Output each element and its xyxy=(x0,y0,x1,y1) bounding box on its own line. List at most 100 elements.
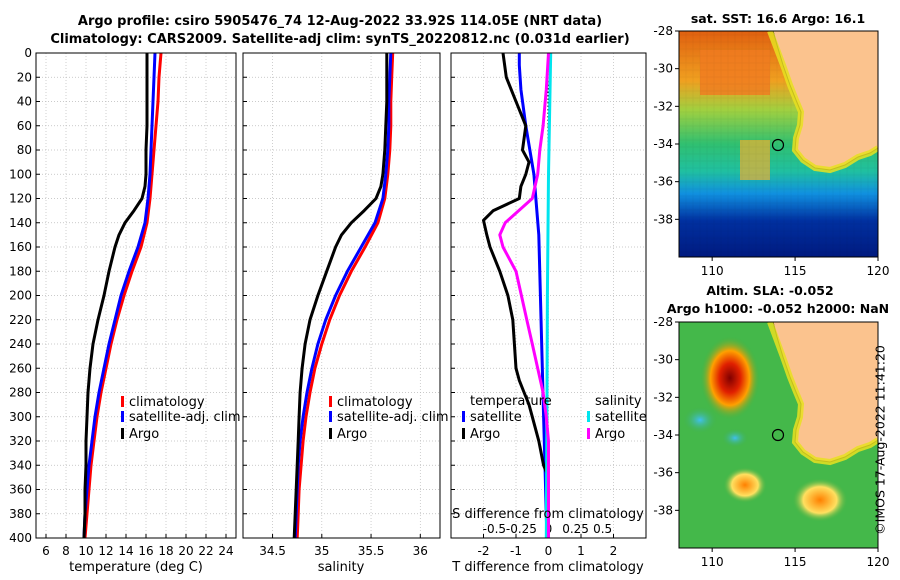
legend-label-satellite: satellite-adj. clim xyxy=(337,410,449,425)
series-line-salinity-satellite xyxy=(544,52,553,539)
y-tick-label: 220 xyxy=(9,313,32,327)
map-y-tick-label: -28 xyxy=(653,24,673,38)
x-tick-label: 35 xyxy=(314,544,329,558)
x-tick-label: 22 xyxy=(198,544,213,558)
series-line-argo xyxy=(82,53,149,539)
map-x-tick-label: 120 xyxy=(867,555,890,569)
temperature-axes-frame xyxy=(35,52,237,539)
legend-label-argo: Argo xyxy=(129,427,159,442)
series-line-argo xyxy=(292,53,389,539)
y-tick-label: 120 xyxy=(9,192,32,206)
temperature-legend: climatology satellite-adj. clim Argo xyxy=(121,395,241,442)
s-tick-label: 0.25 xyxy=(562,522,589,536)
map-y-tick-label: -30 xyxy=(653,353,673,367)
sla-map-ticks: 110 115 120 -28 -30 -32 -34 -36 -38 xyxy=(653,315,889,569)
y-tick-label: 340 xyxy=(9,458,32,472)
y-tick-label: 40 xyxy=(17,95,32,109)
temperature-xlabel: temperature (deg C) xyxy=(69,560,203,575)
legend-label-satellite: satellite-adj. clim xyxy=(129,410,241,425)
temperature-series xyxy=(82,52,163,539)
sla-warm-eddy xyxy=(700,336,760,420)
x-tick-label: 2 xyxy=(610,544,618,558)
series-line-salinity-argo xyxy=(498,52,550,538)
y-tick-label: 320 xyxy=(9,434,32,448)
legend-label-s-satellite: satellite xyxy=(595,410,647,425)
legend-swatch-argo xyxy=(329,428,332,439)
chart-title-line2: Climatology: CARS2009. Satellite-adj cli… xyxy=(50,32,630,47)
x-tick-label: 36 xyxy=(413,544,428,558)
difference-top-label: S difference from climatology xyxy=(452,507,644,522)
map-y-tick-label: -38 xyxy=(653,212,673,226)
sst-coastal-band xyxy=(767,31,878,174)
salinity-axes-frame xyxy=(242,52,441,539)
x-tick-label: 35.5 xyxy=(358,544,385,558)
legend-label-t-satellite: satellite xyxy=(470,410,522,425)
salinity-panel: 34.5 35 35.5 36 salinity climatology satell… xyxy=(242,52,449,575)
map-x-tick-label: 115 xyxy=(784,555,807,569)
series-line-climatology xyxy=(83,52,163,539)
x-tick-label: 8 xyxy=(62,544,70,558)
legend-label-s-argo: Argo xyxy=(595,427,625,442)
x-tick-label: 6 xyxy=(42,544,50,558)
difference-series xyxy=(482,52,553,539)
y-tick-label: 0 xyxy=(24,46,32,60)
map-y-tick-label: -36 xyxy=(653,466,673,480)
map-y-tick-label: -38 xyxy=(653,503,673,517)
temperature-grid xyxy=(36,52,236,539)
y-tick-label: 160 xyxy=(9,240,32,254)
legend-label-t-argo: Argo xyxy=(470,427,500,442)
sla-map-title-line2: Argo h1000: -0.052 h2000: NaN xyxy=(667,301,889,316)
sla-cool-eddy xyxy=(721,428,749,448)
y-tick-label: 20 xyxy=(17,70,32,84)
sla-warm-eddy xyxy=(792,478,848,522)
series-line-satellite-adj-clim xyxy=(82,52,157,539)
temperature-ticks: 0 20 40 60 80 100 120 140 160 180 200 220 240 260 280 3… xyxy=(9,46,234,558)
sla-map-title-line1: Altim. SLA: -0.052 xyxy=(706,283,833,298)
salinity-grid xyxy=(243,52,440,539)
map-x-tick-label: 110 xyxy=(701,264,724,278)
legend-swatch-climatology xyxy=(121,396,124,407)
legend-swatch-t-argo xyxy=(462,428,465,439)
salinity-xlabel: salinity xyxy=(318,560,365,575)
y-tick-label: 100 xyxy=(9,167,32,181)
y-tick-label: 240 xyxy=(9,337,32,351)
series-line-temperature-argo xyxy=(482,52,550,538)
y-tick-label: 200 xyxy=(9,289,32,303)
salinity-ticks: 34.5 35 35.5 36 xyxy=(243,52,428,558)
legend-swatch-satellite xyxy=(329,411,332,422)
map-y-tick-label: -30 xyxy=(653,62,673,76)
sst-map-title: sat. SST: 16.6 Argo: 16.1 xyxy=(691,11,865,26)
x-tick-label: 18 xyxy=(158,544,173,558)
map-x-tick-label: 115 xyxy=(784,264,807,278)
map-y-tick-label: -34 xyxy=(653,428,673,442)
y-tick-label: 280 xyxy=(9,386,32,400)
series-line-temperature-satellite xyxy=(517,53,549,539)
x-tick-label: 24 xyxy=(218,544,233,558)
sla-warm-eddy xyxy=(723,467,767,503)
salinity-series xyxy=(292,52,395,539)
s-tick-label: 0.5 xyxy=(593,522,612,536)
x-tick-label: 14 xyxy=(118,544,133,558)
sla-coastal-band xyxy=(767,322,878,466)
difference-axes-frame xyxy=(450,52,647,539)
sst-argo-marker xyxy=(771,138,785,152)
s-tick-label: -0.25 xyxy=(506,522,537,536)
map-y-tick-label: -28 xyxy=(653,315,673,329)
x-tick-label: 12 xyxy=(98,544,113,558)
legend-label-climatology: climatology xyxy=(129,395,205,410)
s-tick-label: -0.5 xyxy=(483,522,506,536)
legend-label-climatology: climatology xyxy=(337,395,413,410)
series-line-climatology xyxy=(295,52,395,539)
temperature-panel: 0 20 40 60 80 100 120 140 160 180 200 220 240 260 280 3… xyxy=(9,46,241,575)
map-y-tick-label: -36 xyxy=(653,175,673,189)
map-y-tick-label: -32 xyxy=(653,99,673,113)
sla-cool-eddy xyxy=(682,406,718,434)
legend-swatch-t-satellite xyxy=(462,411,465,422)
legend-swatch-s-argo xyxy=(587,428,590,439)
x-tick-label: 16 xyxy=(138,544,153,558)
map-y-tick-label: -34 xyxy=(653,137,673,151)
y-tick-label: 180 xyxy=(9,264,32,278)
legend-label-argo: Argo xyxy=(337,427,367,442)
